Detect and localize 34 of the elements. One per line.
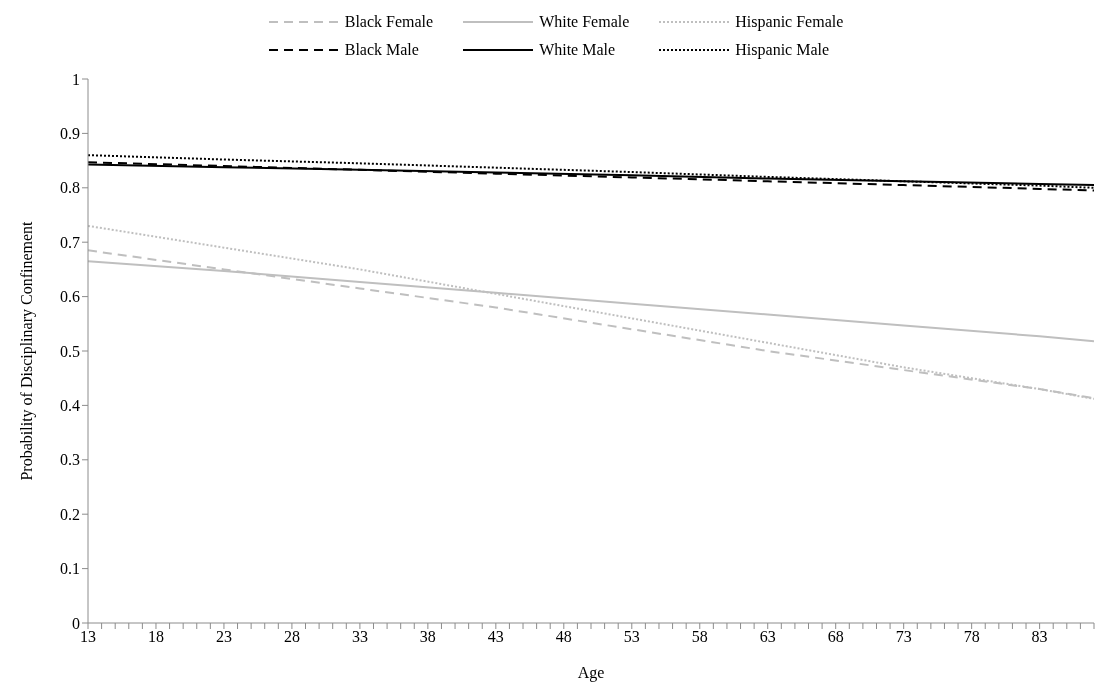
legend-label: Black Male [344,41,419,59]
y-tick-label: 0.4 [60,397,80,415]
legend-label: White Male [539,41,616,59]
legend-label: White Female [539,13,630,31]
y-tick-label: 1 [72,70,80,88]
x-tick-label: 33 [351,628,368,646]
legend-label: Hispanic Female [735,13,844,31]
x-tick-label: 48 [555,628,572,646]
x-tick-label: 23 [215,628,232,646]
x-tick-label: 38 [419,628,436,646]
x-tick-label: 13 [80,628,96,646]
x-tick-label: 73 [895,628,912,646]
x-tick-label: 63 [759,628,776,646]
x-tick-label: 78 [963,628,980,646]
x-tick-label: 18 [147,628,164,646]
x-tick-label: 43 [487,628,504,646]
legend-label: Black Female [344,13,434,31]
x-tick-label: 83 [1031,628,1048,646]
x-tick-label: 53 [623,628,640,646]
y-tick-label: 0.9 [60,125,80,143]
y-axis-title: Probability of Disciplinary Confinement [17,220,36,481]
y-tick-label: 0.7 [60,233,80,251]
x-tick-label: 58 [691,628,708,646]
y-tick-label: 0.5 [60,342,80,360]
y-tick-label: 0.6 [60,288,80,306]
legend-label: Hispanic Male [735,41,830,59]
x-tick-label: 28 [283,628,300,646]
x-tick-label: 68 [827,628,844,646]
y-tick-label: 0.1 [60,560,80,578]
y-tick-label: 0.8 [60,179,80,197]
y-tick-label: 0 [72,614,80,632]
y-tick-label: 0.3 [60,451,80,469]
y-tick-label: 0.2 [60,505,80,523]
x-axis-title: Age [577,664,605,682]
